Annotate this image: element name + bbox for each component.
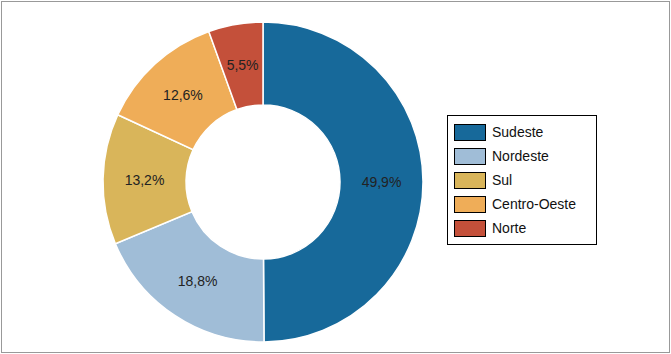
html-text:Sudeste: Sudeste [492, 124, 544, 140]
html-text:Centro-Oeste: Centro-Oeste [492, 196, 576, 212]
svg-text:49,9%: 49,9% [362, 174, 402, 190]
svg-text:13,2%: 13,2% [125, 172, 165, 188]
svg-text:12,6%: 12,6% [163, 87, 203, 103]
html-text:Norte: Norte [492, 220, 527, 236]
svg-text:5,5%: 5,5% [227, 57, 259, 73]
html-text:Nordeste: Nordeste [492, 148, 549, 164]
html-text:Sul: Sul [492, 172, 513, 188]
svg-text:18,8%: 18,8% [178, 273, 218, 289]
